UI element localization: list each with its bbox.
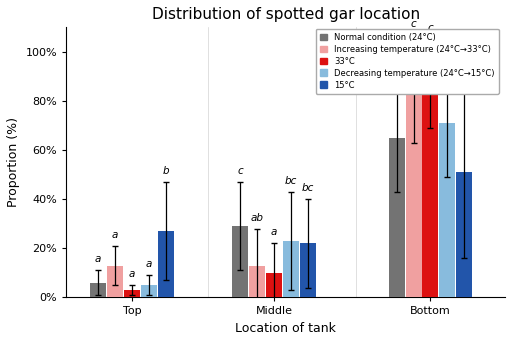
Text: bc: bc (441, 53, 454, 63)
Text: a: a (112, 230, 118, 240)
Text: ab: ab (251, 213, 264, 223)
Bar (124, 290, 140, 298)
Bar (158, 231, 174, 298)
Bar (300, 244, 316, 298)
Bar (283, 241, 299, 298)
Text: a: a (461, 70, 467, 80)
Bar (406, 89, 421, 298)
Bar (107, 265, 123, 298)
Text: a: a (95, 254, 101, 264)
Text: a: a (271, 227, 277, 237)
Y-axis label: Proportion (%): Proportion (%) (7, 117, 20, 207)
Bar (422, 84, 438, 298)
Bar (266, 273, 282, 298)
Bar (232, 226, 248, 298)
Text: c: c (428, 23, 433, 34)
Text: c: c (411, 18, 416, 28)
Bar (439, 123, 455, 298)
X-axis label: Location of tank: Location of tank (235, 322, 336, 335)
Legend: Normal condition (24°C), Increasing temperature (24°C→33°C), 33°C, Decreasing te: Normal condition (24°C), Increasing temp… (316, 29, 499, 94)
Text: ab: ab (390, 68, 403, 78)
Bar (90, 283, 106, 298)
Bar (389, 138, 404, 298)
Bar (249, 265, 265, 298)
Text: bc: bc (285, 176, 297, 186)
Title: Distribution of spotted gar location: Distribution of spotted gar location (152, 7, 420, 22)
Bar (141, 285, 157, 298)
Text: bc: bc (302, 183, 314, 193)
Text: a: a (145, 259, 152, 269)
Text: b: b (162, 166, 169, 176)
Text: a: a (129, 269, 135, 279)
Bar (456, 172, 472, 298)
Text: c: c (238, 166, 243, 176)
